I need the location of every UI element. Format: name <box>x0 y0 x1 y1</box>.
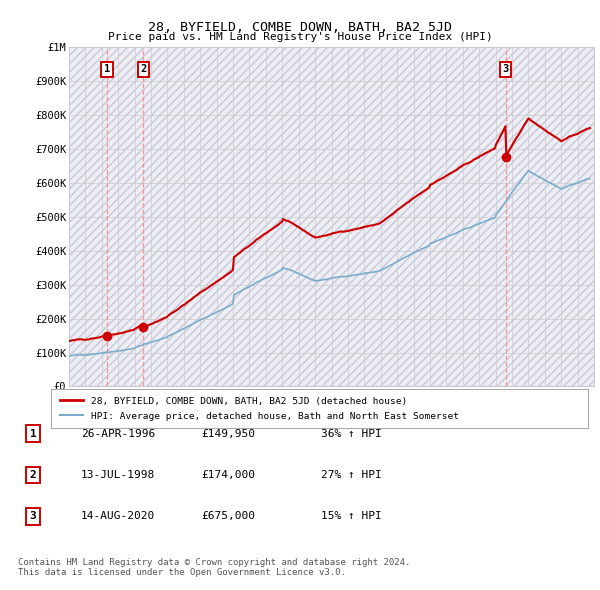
Text: 28, BYFIELD, COMBE DOWN, BATH, BA2 5JD: 28, BYFIELD, COMBE DOWN, BATH, BA2 5JD <box>148 21 452 34</box>
Text: 2: 2 <box>29 470 37 480</box>
Text: Contains HM Land Registry data © Crown copyright and database right 2024.
This d: Contains HM Land Registry data © Crown c… <box>18 558 410 577</box>
Text: 13-JUL-1998: 13-JUL-1998 <box>81 470 155 480</box>
Text: 14-AUG-2020: 14-AUG-2020 <box>81 512 155 521</box>
Text: £174,000: £174,000 <box>201 470 255 480</box>
Text: Price paid vs. HM Land Registry's House Price Index (HPI): Price paid vs. HM Land Registry's House … <box>107 32 493 42</box>
Text: 26-APR-1996: 26-APR-1996 <box>81 429 155 438</box>
Text: 1: 1 <box>104 64 110 74</box>
Text: 1: 1 <box>29 429 37 438</box>
Text: £675,000: £675,000 <box>201 512 255 521</box>
Text: 3: 3 <box>29 512 37 521</box>
Text: 27% ↑ HPI: 27% ↑ HPI <box>321 470 382 480</box>
Text: £149,950: £149,950 <box>201 429 255 438</box>
Text: 15% ↑ HPI: 15% ↑ HPI <box>321 512 382 521</box>
Text: 3: 3 <box>503 64 509 74</box>
Text: 2: 2 <box>140 64 146 74</box>
Text: 36% ↑ HPI: 36% ↑ HPI <box>321 429 382 438</box>
Legend: 28, BYFIELD, COMBE DOWN, BATH, BA2 5JD (detached house), HPI: Average price, det: 28, BYFIELD, COMBE DOWN, BATH, BA2 5JD (… <box>56 392 463 425</box>
